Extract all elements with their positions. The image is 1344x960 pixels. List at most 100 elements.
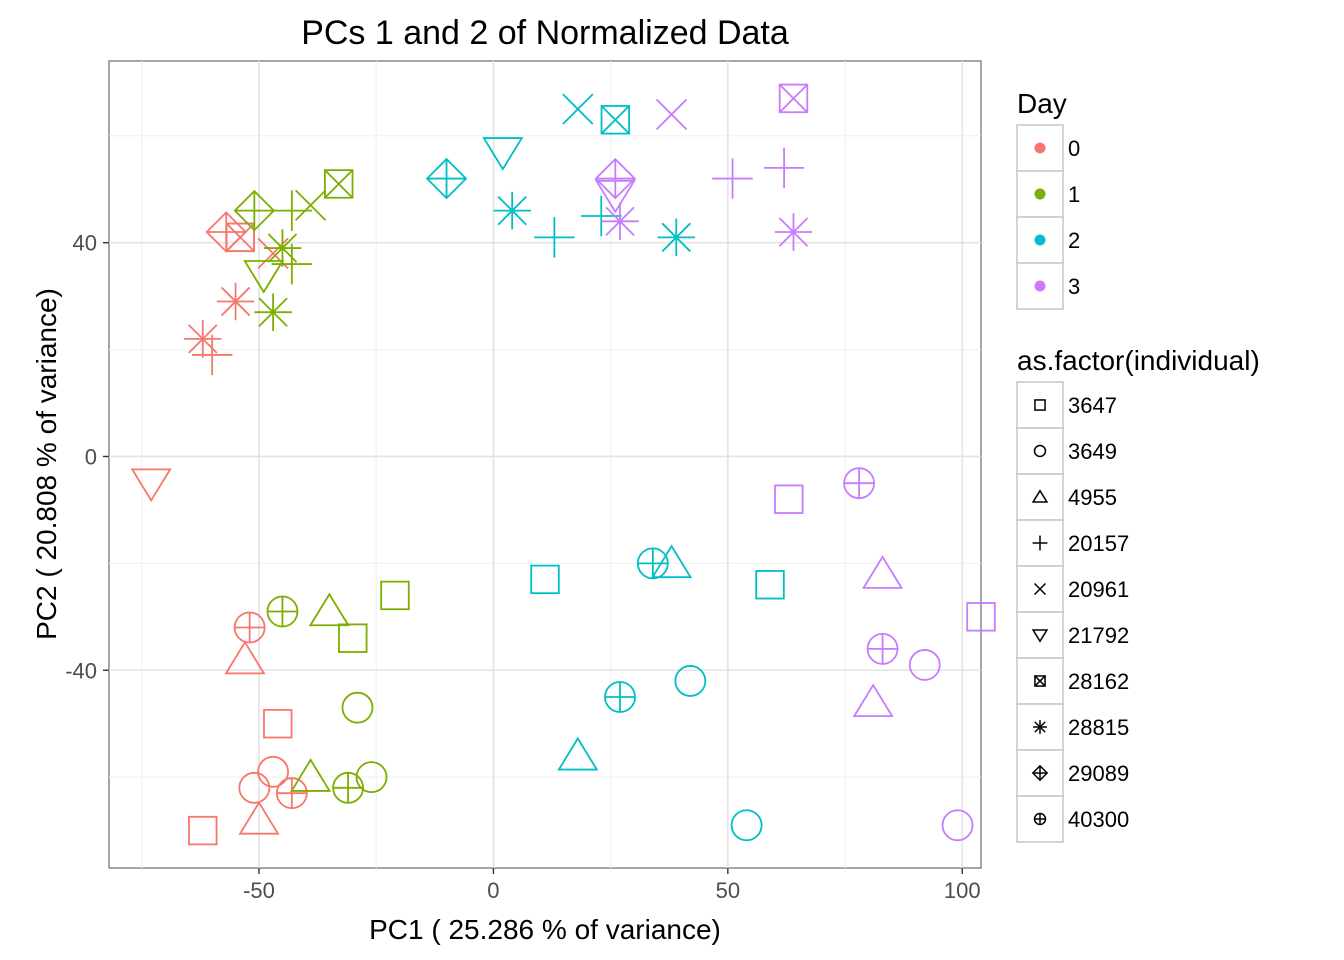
x-tick-label: 100 bbox=[944, 878, 981, 903]
data-point bbox=[600, 105, 631, 135]
legend-key-box bbox=[1016, 427, 1064, 475]
legend-key-box bbox=[1016, 381, 1064, 429]
legend-shape-symbol bbox=[1031, 764, 1049, 782]
data-point bbox=[601, 202, 639, 241]
data-point bbox=[308, 592, 350, 627]
data-point bbox=[224, 640, 266, 675]
data-point bbox=[425, 157, 468, 200]
legend-key-box bbox=[1016, 611, 1064, 659]
legend-individual-title: as.factor(individual) bbox=[1017, 345, 1260, 376]
data-point bbox=[184, 320, 222, 358]
data-point bbox=[332, 771, 364, 804]
data-point bbox=[562, 93, 594, 125]
data-point bbox=[233, 189, 276, 232]
legend-shape-symbol bbox=[1031, 489, 1049, 503]
y-tick-label: 0 bbox=[85, 444, 97, 469]
data-point bbox=[338, 623, 368, 653]
data-point bbox=[271, 243, 313, 285]
legend-individual-label: 40300 bbox=[1068, 807, 1129, 832]
data-point bbox=[866, 632, 899, 665]
legend-individual-label: 29089 bbox=[1068, 761, 1129, 786]
data-point bbox=[730, 809, 763, 842]
legend-individual-label: 20157 bbox=[1068, 531, 1129, 556]
data-point bbox=[852, 683, 894, 718]
x-axis-ticks: -50 0 50 100 bbox=[243, 868, 981, 903]
data-point bbox=[774, 484, 804, 514]
data-point bbox=[238, 771, 271, 804]
data-point bbox=[534, 217, 575, 258]
legend-shape-symbol bbox=[1031, 629, 1049, 643]
data-point bbox=[294, 189, 327, 221]
legend-individual-label: 3649 bbox=[1068, 439, 1117, 464]
data-point bbox=[493, 191, 531, 230]
legend-day-label: 2 bbox=[1068, 228, 1080, 253]
data-point bbox=[657, 218, 696, 257]
data-point bbox=[191, 334, 233, 376]
data-points bbox=[130, 83, 996, 846]
legend-individual-label: 4955 bbox=[1068, 485, 1117, 510]
data-point bbox=[674, 665, 707, 697]
data-point bbox=[966, 602, 996, 632]
legend-shape-symbol bbox=[1033, 444, 1047, 458]
data-point bbox=[655, 98, 688, 131]
legend-day: Day 0 1 2 3 bbox=[1016, 88, 1080, 310]
legend-day-label: 0 bbox=[1068, 136, 1080, 161]
legend-day-title: Day bbox=[1017, 88, 1067, 119]
y-tick-label: 40 bbox=[73, 231, 97, 256]
data-point bbox=[341, 691, 374, 724]
data-point bbox=[604, 681, 636, 713]
data-point bbox=[908, 649, 941, 681]
data-point bbox=[778, 83, 809, 114]
x-tick-label: -50 bbox=[243, 878, 275, 903]
x-axis-label: PC1 ( 25.286 % of variance) bbox=[369, 914, 721, 945]
data-point bbox=[263, 709, 293, 739]
legend-key-box bbox=[1016, 519, 1064, 567]
legend-color-swatch bbox=[1034, 280, 1046, 292]
data-point bbox=[263, 229, 302, 267]
data-point bbox=[290, 758, 332, 792]
data-point bbox=[324, 169, 354, 199]
legend-shape-symbol bbox=[1034, 399, 1046, 411]
data-point bbox=[275, 777, 308, 810]
data-point bbox=[651, 544, 693, 579]
legend-shape-symbol bbox=[1032, 535, 1048, 551]
legend-shape-symbol bbox=[1033, 720, 1047, 734]
data-point bbox=[594, 157, 637, 200]
legend-shape-symbol bbox=[1033, 582, 1047, 596]
data-point bbox=[216, 282, 255, 321]
y-axis-label: PC2 ( 20.808 % of variance) bbox=[31, 288, 62, 640]
x-tick-label: 50 bbox=[716, 878, 740, 903]
chart-title: PCs 1 and 2 of Normalized Data bbox=[301, 14, 789, 52]
data-point bbox=[380, 580, 410, 611]
x-tick-label: 0 bbox=[487, 878, 499, 903]
legend-color-swatch bbox=[1034, 142, 1046, 154]
plot-panel bbox=[108, 60, 996, 869]
legend-key-box bbox=[1016, 473, 1064, 521]
legend-shape-symbol bbox=[1034, 675, 1046, 687]
data-point bbox=[188, 815, 218, 846]
legend-individual-label: 20961 bbox=[1068, 577, 1129, 602]
y-axis-ticks: -40 0 40 bbox=[65, 231, 109, 683]
legend-shape-symbol bbox=[1033, 812, 1047, 826]
data-point bbox=[254, 293, 292, 331]
data-point bbox=[205, 211, 247, 253]
data-point bbox=[233, 611, 266, 644]
data-point bbox=[243, 260, 285, 294]
data-point bbox=[482, 137, 524, 171]
data-point bbox=[266, 595, 299, 628]
legend-day-label: 3 bbox=[1068, 274, 1080, 299]
data-point bbox=[755, 570, 785, 600]
data-point bbox=[557, 736, 599, 771]
data-point bbox=[774, 213, 813, 251]
legend-color-swatch bbox=[1034, 188, 1046, 200]
data-point bbox=[238, 800, 280, 835]
data-point bbox=[763, 147, 805, 189]
y-tick-label: -40 bbox=[65, 658, 97, 683]
data-point bbox=[941, 809, 974, 842]
data-point bbox=[636, 547, 669, 580]
plot-background bbox=[108, 60, 982, 869]
data-point bbox=[861, 555, 904, 589]
data-point bbox=[843, 467, 876, 500]
data-point bbox=[130, 468, 172, 503]
